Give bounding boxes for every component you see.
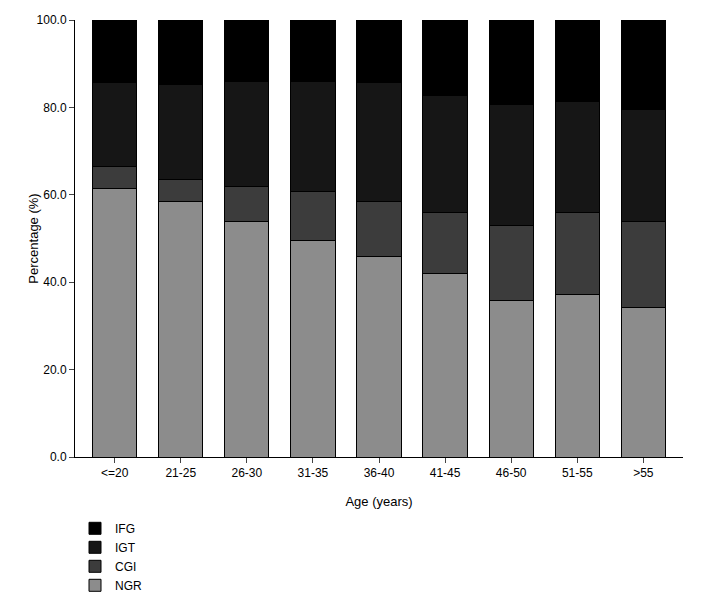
svg-text:60.0: 60.0: [43, 188, 67, 202]
svg-text:41-45: 41-45: [430, 466, 461, 480]
svg-text:NGR: NGR: [115, 579, 142, 593]
svg-text:100.0: 100.0: [37, 13, 67, 27]
svg-text:0.0: 0.0: [50, 450, 67, 464]
svg-text:IFG: IFG: [115, 522, 135, 536]
svg-text:Percentage (%): Percentage (%): [26, 193, 41, 283]
svg-text:80.0: 80.0: [43, 101, 67, 115]
svg-text:36-40: 36-40: [364, 466, 395, 480]
svg-text:31-35: 31-35: [298, 466, 329, 480]
svg-text:>55: >55: [633, 466, 654, 480]
svg-text:<=20: <=20: [101, 466, 129, 480]
svg-text:CGI: CGI: [115, 560, 136, 574]
svg-text:51-55: 51-55: [562, 466, 593, 480]
svg-text:IGT: IGT: [115, 541, 136, 555]
svg-text:40.0: 40.0: [43, 275, 67, 289]
svg-text:26-30: 26-30: [231, 466, 262, 480]
svg-text:20.0: 20.0: [43, 363, 67, 377]
svg-text:46-50: 46-50: [496, 466, 527, 480]
svg-text:21-25: 21-25: [165, 466, 196, 480]
svg-text:Age (years): Age (years): [345, 494, 412, 509]
